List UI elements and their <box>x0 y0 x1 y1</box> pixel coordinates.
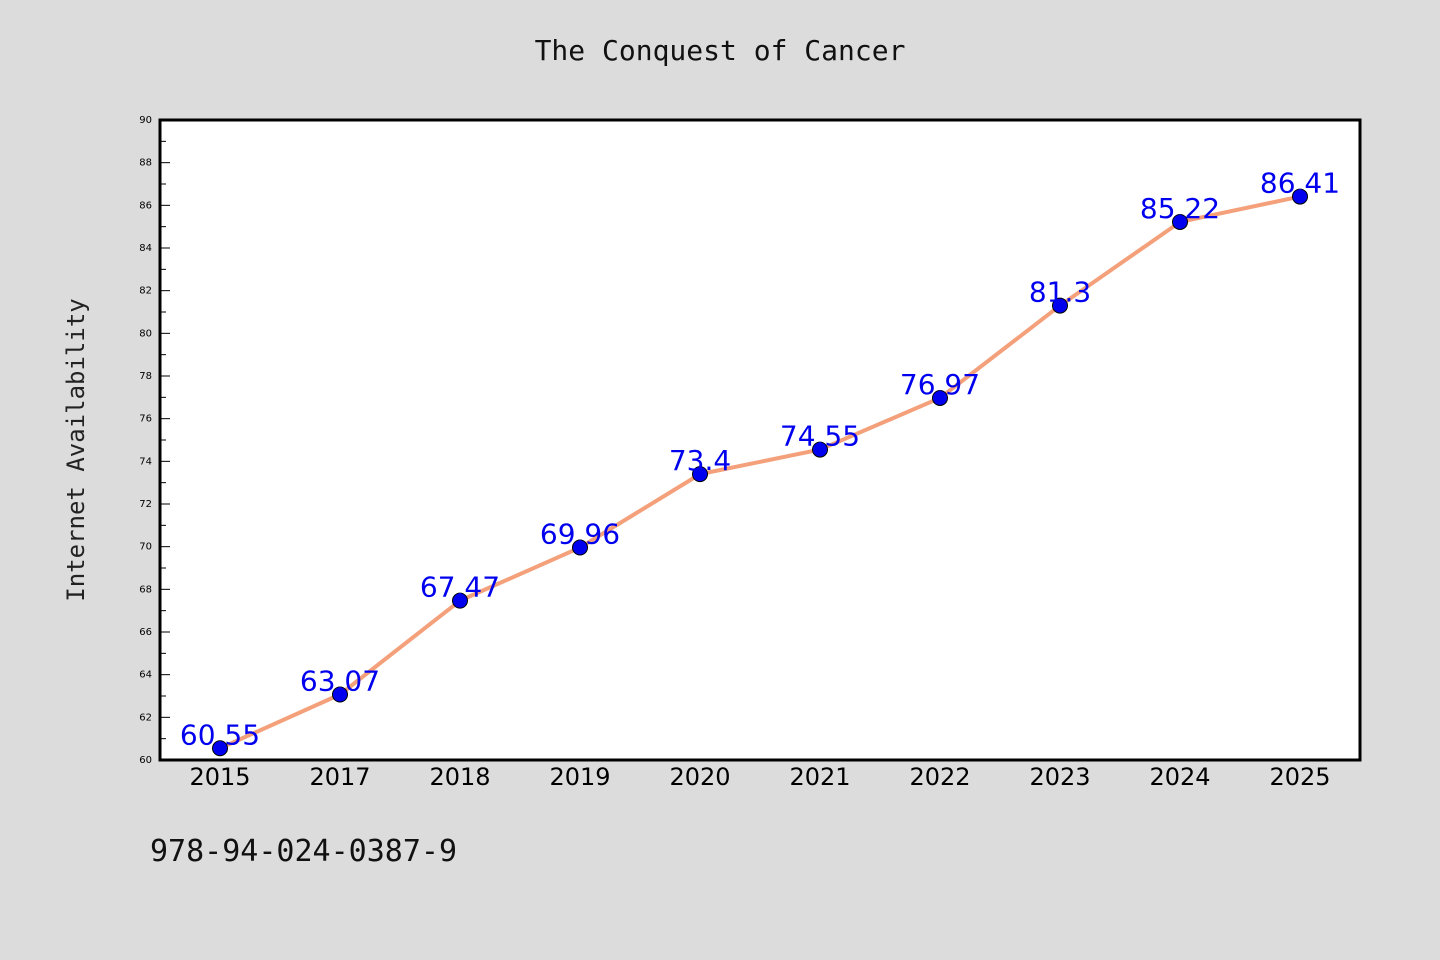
data-label: 86.41 <box>1260 167 1340 200</box>
y-tick-label: 76 <box>139 414 152 425</box>
data-label: 85.22 <box>1140 192 1220 225</box>
data-point <box>1052 297 1068 314</box>
x-tick-label: 2017 <box>309 763 370 791</box>
data-point <box>692 466 708 483</box>
data-point <box>212 740 228 757</box>
series-line <box>219 194 1301 751</box>
y-tick-label: 72 <box>139 499 152 510</box>
data-point <box>332 686 348 703</box>
x-tick-label: 2018 <box>429 763 490 791</box>
data-point <box>932 389 948 406</box>
y-tick-label: 70 <box>139 542 152 553</box>
y-tick-label: 74 <box>139 456 152 467</box>
x-tick-label: 2020 <box>669 763 730 791</box>
x-tick-label: 2022 <box>909 763 970 791</box>
y-tick-label: 84 <box>139 243 152 254</box>
y-tick-label: 80 <box>139 328 152 339</box>
x-tick-label: 2024 <box>1149 763 1210 791</box>
data-label: 76.97 <box>900 368 980 401</box>
x-tick-label: 2025 <box>1269 763 1330 791</box>
plot-area <box>158 118 1362 762</box>
data-point <box>452 592 468 609</box>
data-label: 63.07 <box>300 665 380 698</box>
data-label: 69.96 <box>540 518 620 551</box>
y-tick-label: 66 <box>139 627 152 638</box>
y-tick-label: 68 <box>139 584 152 595</box>
y-tick-label: 78 <box>139 371 152 382</box>
data-point <box>812 441 828 458</box>
y-tick-label: 62 <box>139 712 152 723</box>
data-label: 81.3 <box>1029 276 1091 309</box>
y-tick-label: 82 <box>139 286 152 297</box>
data-label: 74.55 <box>780 420 860 453</box>
y-tick-label: 90 <box>139 115 152 126</box>
y-tick-label: 64 <box>139 670 152 681</box>
data-point <box>1292 188 1308 205</box>
x-tick-label: 2023 <box>1029 763 1090 791</box>
x-tick-label: 2015 <box>189 763 250 791</box>
data-label: 67.47 <box>420 571 500 604</box>
data-point <box>572 539 588 556</box>
y-tick-label: 86 <box>139 200 152 211</box>
y-tick-label: 88 <box>139 158 152 169</box>
isbn-text: 978-94-024-0387-9 <box>150 834 458 869</box>
data-label: 60.55 <box>180 718 260 751</box>
y-tick-label: 60 <box>139 755 152 766</box>
data-label: 73.4 <box>669 444 731 477</box>
data-point <box>1172 213 1188 230</box>
x-tick-label: 2021 <box>789 763 850 791</box>
chart-title: The Conquest of Cancer <box>534 34 906 67</box>
x-tick-label: 2019 <box>549 763 610 791</box>
